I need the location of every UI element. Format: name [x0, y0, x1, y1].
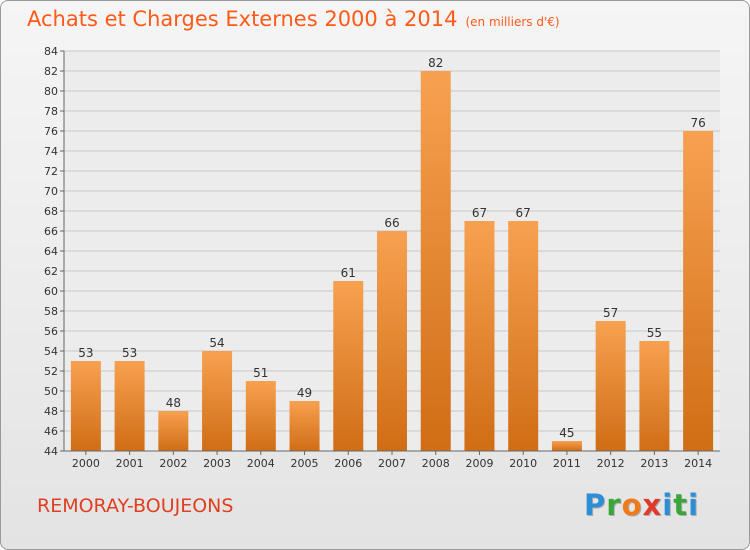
value-label-2004: 51: [253, 366, 268, 380]
bar-2002: [158, 411, 189, 451]
value-label-2007: 66: [384, 216, 399, 230]
value-label-2003: 54: [209, 336, 224, 350]
logo-letter: i: [662, 488, 674, 522]
value-label-2009: 67: [472, 206, 487, 220]
x-tick-label-2005: 2005: [291, 457, 319, 470]
y-tick-label: 84: [44, 45, 58, 58]
y-tick-label: 58: [44, 305, 58, 318]
y-tick-label: 66: [44, 225, 58, 238]
logo-letter: i: [688, 488, 700, 522]
x-tick-label-2002: 2002: [159, 457, 187, 470]
chart-title-text: Achats et Charges Externes 2000 à 2014: [27, 7, 458, 31]
y-tick-label: 74: [44, 145, 58, 158]
bar-2010: [508, 221, 539, 451]
bar-2005: [289, 401, 320, 451]
y-tick-label: 80: [44, 85, 58, 98]
bar-2008: [420, 71, 451, 451]
x-tick-label-2004: 2004: [247, 457, 275, 470]
logo-letter: o: [621, 488, 643, 522]
value-label-2010: 67: [516, 206, 531, 220]
bar-2006: [333, 281, 364, 451]
value-label-2001: 53: [122, 346, 137, 360]
x-tick-label-2014: 2014: [684, 457, 712, 470]
x-tick-label-2007: 2007: [378, 457, 406, 470]
bar-2011: [551, 441, 582, 451]
x-tick-label-2000: 2000: [72, 457, 100, 470]
bar-layer: 53 53 48 54 51 49 61 66 82 67 67 45 57 55 76: [70, 56, 714, 451]
bar-2000: [70, 361, 101, 451]
bar-2009: [464, 221, 495, 451]
chart-unit: (en milliers d'€): [465, 15, 560, 29]
value-label-2005: 49: [297, 386, 312, 400]
y-tick-label: 54: [44, 345, 58, 358]
chart-title: Achats et Charges Externes 2000 à 2014 (e…: [27, 7, 560, 31]
y-tick-label: 60: [44, 285, 58, 298]
y-tick-label: 44: [44, 445, 58, 458]
x-tick-label-2009: 2009: [465, 457, 493, 470]
y-tick-label: 78: [44, 105, 58, 118]
x-tick-label-2003: 2003: [203, 457, 231, 470]
y-tick-label: 64: [44, 245, 58, 258]
value-label-2013: 55: [647, 326, 662, 340]
value-label-2000: 53: [78, 346, 93, 360]
x-tick-label-2006: 2006: [334, 457, 362, 470]
logo-letter: r: [606, 488, 622, 522]
value-label-2012: 57: [603, 306, 618, 320]
y-tick-label: 50: [44, 385, 58, 398]
bar-2012: [595, 321, 626, 451]
y-tick-label: 72: [44, 165, 58, 178]
y-tick-label: 52: [44, 365, 58, 378]
y-tick-label: 70: [44, 185, 58, 198]
x-tick-label-2011: 2011: [553, 457, 581, 470]
x-tick-label-2013: 2013: [640, 457, 668, 470]
value-label-2008: 82: [428, 56, 443, 70]
y-tick-label: 48: [44, 405, 58, 418]
y-tick-label: 76: [44, 125, 58, 138]
x-tick-label-2001: 2001: [116, 457, 144, 470]
bar-2003: [202, 351, 233, 451]
bar-2004: [245, 381, 276, 451]
value-label-2006: 61: [341, 266, 356, 280]
value-label-2011: 45: [559, 426, 574, 440]
bar-2001: [114, 361, 145, 451]
bar-2007: [377, 231, 407, 451]
bar-2014: [683, 131, 714, 451]
x-tick-label-2012: 2012: [597, 457, 625, 470]
value-label-2014: 76: [690, 116, 705, 130]
y-tick-label: 82: [44, 65, 58, 78]
place-name: REMORAY-BOUJEONS: [37, 495, 234, 517]
x-tick-label-2008: 2008: [422, 457, 450, 470]
x-tick-label-2010: 2010: [509, 457, 537, 470]
proxiti-logo: Proxiti: [584, 488, 699, 522]
y-tick-label: 46: [44, 425, 58, 438]
logo-letter: x: [642, 488, 663, 522]
bar-2013: [639, 341, 670, 451]
axis-layer: 44 46 48 50 52 54 56 58 60 62 64 66 68 70 72 74 76 78 80 82…: [44, 45, 720, 470]
y-tick-label: 62: [44, 265, 58, 278]
logo-letter: P: [584, 488, 607, 522]
value-label-2002: 48: [166, 396, 181, 410]
logo-letter: t: [673, 488, 689, 522]
y-tick-label: 56: [44, 325, 58, 338]
y-tick-label: 68: [44, 205, 58, 218]
